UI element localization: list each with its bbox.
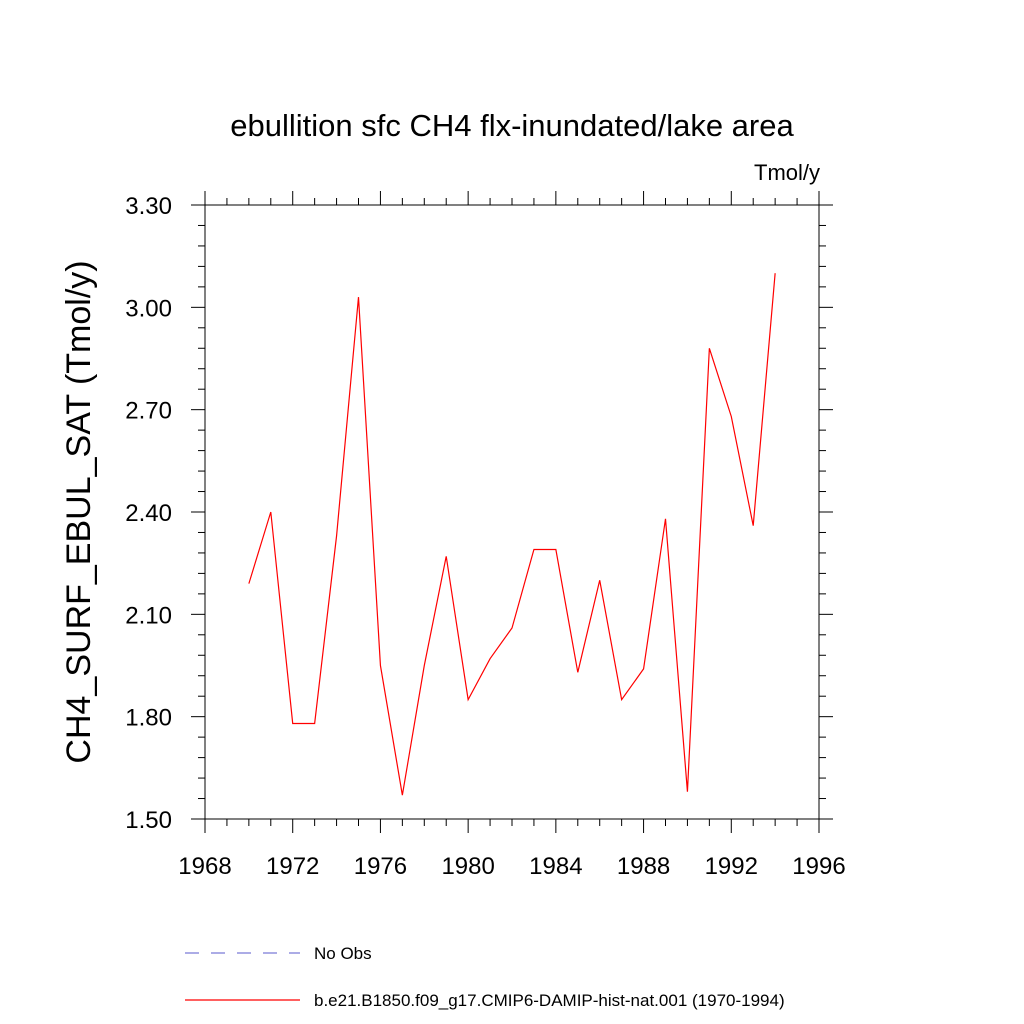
- y-tick-label: 1.80: [125, 705, 172, 732]
- legend-label: No Obs: [314, 944, 372, 963]
- x-tick-label: 1980: [441, 853, 494, 880]
- plot-frame: [204, 204, 820, 820]
- y-axis-label: CH4_SURF_EBUL_SAT (Tmol/y): [60, 260, 98, 763]
- y-tick-label: 3.30: [125, 193, 172, 220]
- axis-ticks: 1968 1972 1976 1980 1984 1988 1992 1996 1.50 1.80…: [125, 191, 846, 880]
- y-tick-label: 3.00: [125, 295, 172, 322]
- series-line: [248, 273, 776, 796]
- y-tick-label: 2.40: [125, 500, 172, 527]
- legend: No Obs b.e21.B1850.f09_g17.CMIP6-DAMIP-hi…: [185, 944, 785, 1010]
- x-tick-label: 1968: [178, 853, 231, 880]
- units-label: Tmol/y: [754, 160, 820, 185]
- y-tick-label: 2.70: [125, 398, 172, 425]
- y-tick-label: 2.10: [125, 602, 172, 629]
- x-tick-label: 1992: [705, 853, 758, 880]
- x-tick-label: 1988: [617, 853, 670, 880]
- x-tick-label: 1976: [354, 853, 407, 880]
- x-tick-label: 1972: [266, 853, 319, 880]
- x-tick-label: 1984: [529, 853, 582, 880]
- y-tick-label: 1.50: [125, 807, 172, 834]
- legend-label: b.e21.B1850.f09_g17.CMIP6-DAMIP-hist-nat…: [314, 991, 785, 1010]
- chart-title: ebullition sfc CH4 flx-inundated/lake ar…: [230, 108, 794, 143]
- series-lines: [248, 273, 776, 796]
- x-tick-label: 1996: [792, 853, 845, 880]
